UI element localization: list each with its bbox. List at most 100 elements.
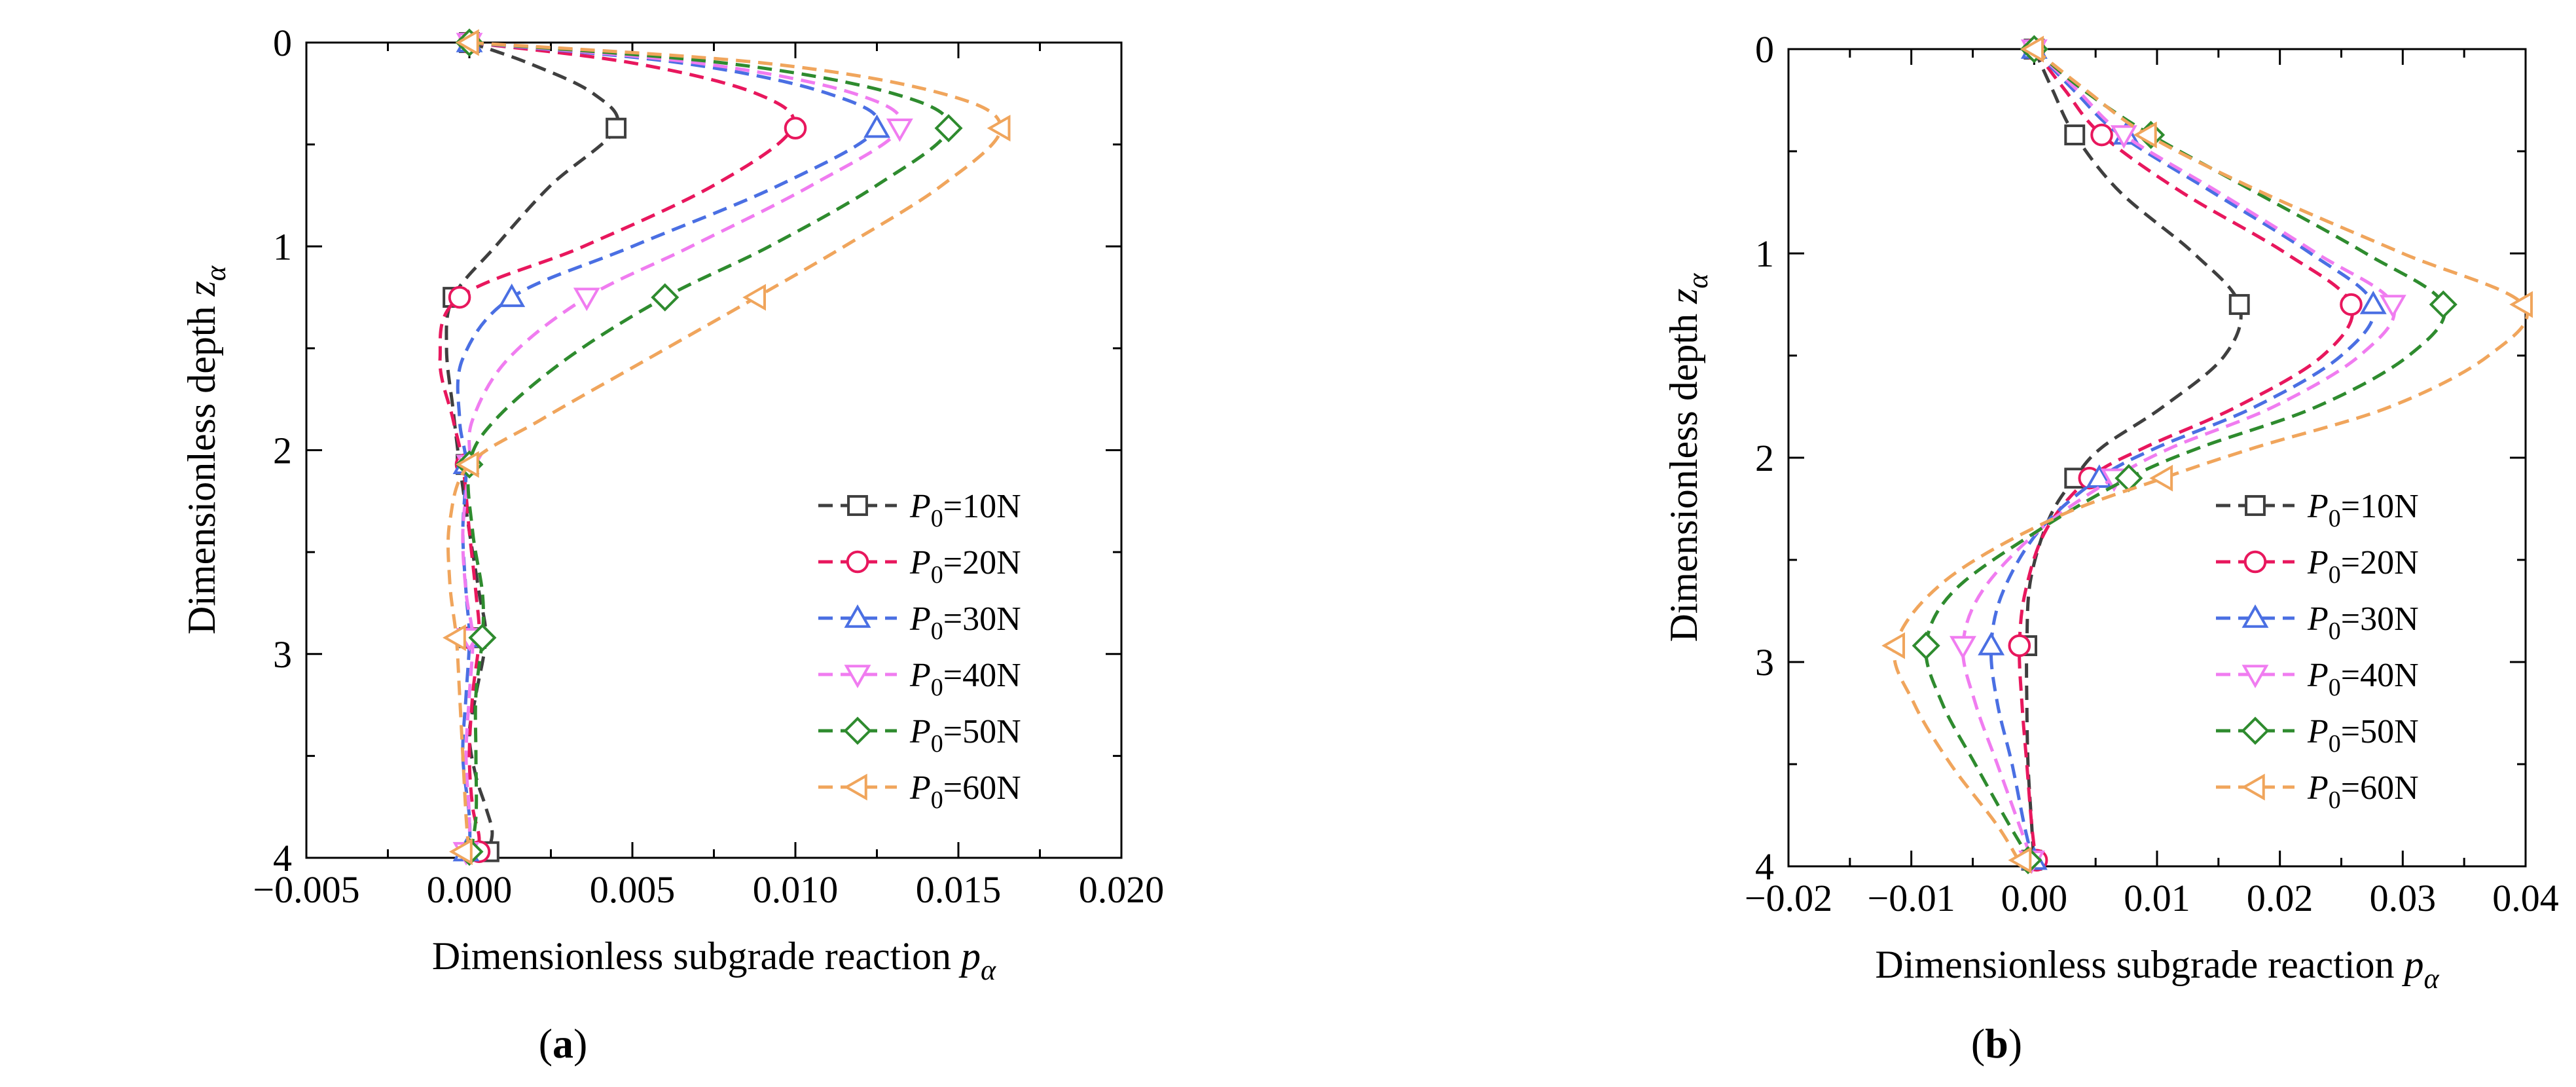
series-line: [1961, 48, 2396, 867]
legend-marker: [843, 716, 872, 745]
series-line: [2018, 48, 2355, 867]
x-tick-label: −0.02: [1745, 877, 1832, 919]
legend-label-subscript: 0: [2329, 617, 2341, 645]
y-tick-label: 2: [1755, 437, 1774, 479]
x-axis-title-subscript: α: [2424, 963, 2440, 995]
legend-label-subscript: 0: [2329, 561, 2341, 589]
x-axis-title-text: Dimensionless subgrade reaction: [1875, 943, 2404, 986]
legend-marker: [843, 773, 867, 801]
y-tick-label: 3: [1755, 641, 1774, 684]
legend-label-subscript: 0: [2329, 786, 2341, 814]
y-axis-title-subscript: α: [200, 265, 232, 281]
legend-label-symbol: P: [909, 488, 931, 525]
legend-label-subscript: 0: [931, 561, 943, 589]
x-tick-label: 0.020: [1079, 868, 1165, 911]
data-point-marker: [2228, 294, 2250, 315]
x-tick-label: 0.04: [2492, 877, 2559, 919]
y-axis-title-text: Dimensionless depth: [180, 296, 223, 635]
legend-label: P0=40N: [2307, 657, 2419, 701]
legend-label-symbol: P: [2307, 713, 2329, 750]
y-axis-title-symbol: z: [1662, 289, 1705, 304]
legend-label-value: =10N: [2341, 488, 2419, 525]
legend-label-value: =30N: [943, 600, 1021, 638]
data-point-marker: [886, 118, 913, 142]
data-point-marker: [455, 451, 479, 478]
legend-label-symbol: P: [909, 769, 931, 807]
legend-label-value: =20N: [943, 544, 1021, 581]
legend-label-value: =40N: [2341, 657, 2419, 694]
legend-label-subscript: 0: [2329, 674, 2341, 701]
y-axis-title: Dimensionless depth zα: [1662, 273, 1714, 642]
legend-label-value: =20N: [2341, 544, 2419, 581]
data-point-marker: [784, 117, 807, 140]
x-tick-label: 0.02: [2247, 877, 2313, 919]
legend-label-value: =30N: [2341, 600, 2419, 638]
legend-marker: [2245, 495, 2266, 516]
data-point-marker: [2379, 295, 2406, 319]
series-line: [2025, 48, 2243, 867]
series-line: [461, 41, 903, 858]
data-point-marker: [498, 284, 526, 307]
series-P0=60N: [1881, 35, 2533, 874]
data-point-marker: [742, 284, 766, 311]
legend-marker: [2241, 665, 2269, 689]
legend-label-symbol: P: [909, 713, 931, 750]
data-point-marker: [2090, 123, 2113, 147]
x-axis-title-symbol: p: [958, 934, 981, 978]
series-P0=60N: [443, 29, 1011, 866]
legend-label-subscript: 0: [2329, 505, 2341, 532]
legend-label: P0=50N: [909, 713, 1021, 758]
legend-label: P0=30N: [2307, 600, 2419, 645]
legend-label-subscript: 0: [931, 730, 943, 758]
panel-label: (a): [539, 1020, 588, 1067]
data-point-marker: [2020, 35, 2044, 63]
x-tick-label: 0.00: [2001, 877, 2068, 919]
y-axis-title: Dimensionless depth zα: [180, 265, 232, 635]
data-point-marker: [1978, 632, 2005, 655]
data-point-marker: [2064, 124, 2086, 145]
chart-panel-a: −0.005 0.000 0.005 0.010 0.015 0.020 0 1 2 3 4 Dime…: [180, 22, 1164, 1067]
y-axis-title-subscript: α: [1682, 273, 1714, 289]
legend-marker: [2241, 604, 2269, 628]
legend-label-value: =50N: [943, 713, 1021, 750]
x-axis-title: Dimensionless subgrade reaction pα: [432, 934, 996, 986]
series-P0=10N: [443, 32, 627, 862]
legend-label-symbol: P: [2307, 600, 2329, 638]
legend-label: P0=60N: [909, 769, 1021, 814]
series-line: [456, 41, 880, 858]
legend-marker: [847, 495, 868, 516]
series-P0=40N: [452, 33, 913, 866]
data-point-marker: [651, 283, 680, 312]
data-point-marker: [2008, 847, 2032, 874]
data-point-marker: [2110, 125, 2137, 149]
panel-label: (b): [1971, 1020, 2022, 1067]
data-point-marker: [987, 115, 1011, 142]
data-point-marker: [2359, 290, 2387, 314]
x-axis-title-text: Dimensionless subgrade reaction: [432, 934, 961, 978]
series-P0=30N: [452, 28, 890, 862]
legend-label-symbol: P: [2307, 657, 2329, 694]
chart-panel-b: −0.02 −0.01 0.00 0.01 0.02 0.03 0.04 0 1 2 3 4 Dimen…: [1662, 28, 2559, 1067]
legend-label-value: =60N: [943, 769, 1021, 807]
legend-marker: [2241, 773, 2265, 801]
data-point-marker: [1912, 631, 1940, 660]
data-point-marker: [2509, 291, 2533, 318]
legend-label-symbol: P: [909, 600, 931, 638]
y-tick-label: 4: [273, 837, 292, 879]
data-point-marker: [468, 623, 497, 652]
x-tick-label: 0.03: [2370, 877, 2437, 919]
series-P0=10N: [2016, 39, 2250, 871]
legend-marker: [844, 665, 871, 689]
x-tick-label: 0.01: [2124, 877, 2190, 919]
series-line: [446, 41, 1003, 858]
legend-label: P0=30N: [909, 600, 1021, 645]
legend-label-value: =10N: [943, 488, 1021, 525]
data-point-marker: [863, 114, 890, 138]
legend-marker: [844, 604, 871, 628]
legend-marker: [2243, 550, 2267, 574]
data-point-marker: [573, 287, 600, 312]
x-axis-title-subscript: α: [981, 954, 996, 986]
